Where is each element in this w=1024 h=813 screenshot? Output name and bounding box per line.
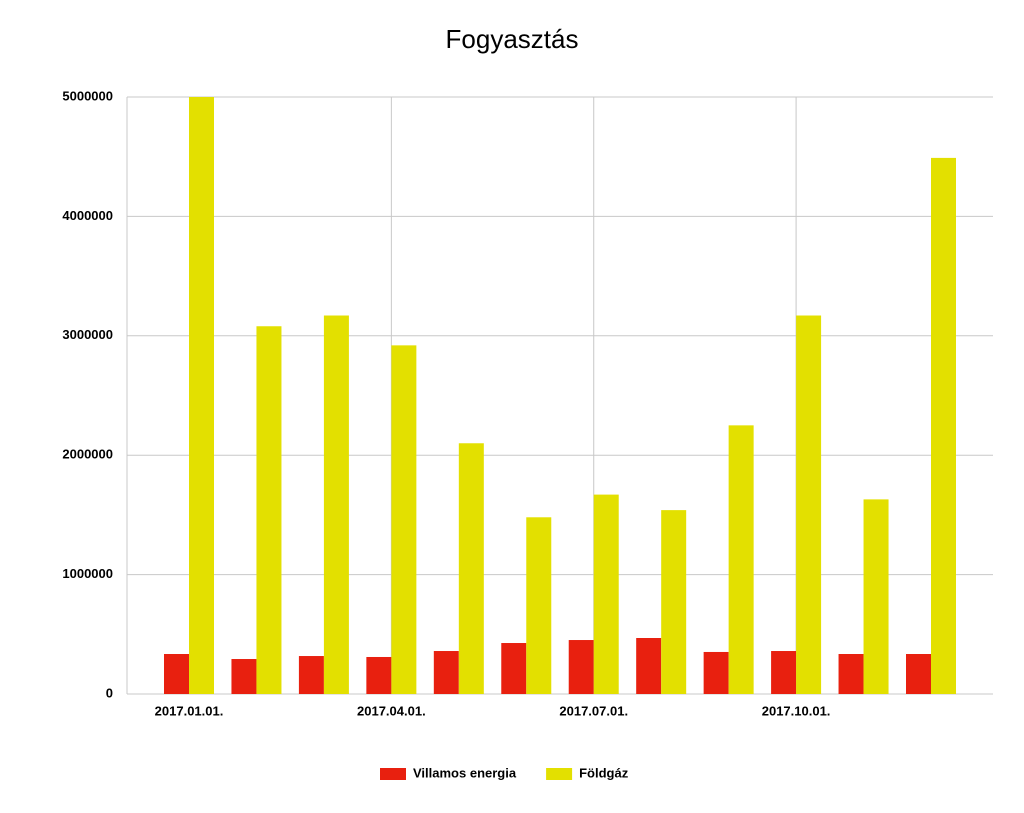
bar	[501, 643, 527, 694]
y-tick-label: 2000000	[62, 447, 113, 462]
y-tick-label: 1000000	[62, 566, 113, 581]
y-tick-label: 4000000	[62, 208, 113, 223]
bar	[593, 494, 619, 694]
bar	[164, 654, 189, 694]
bar	[458, 443, 484, 694]
bar	[796, 315, 822, 694]
legend-label: Földgáz	[579, 765, 629, 780]
bar	[189, 97, 214, 694]
bar	[863, 499, 889, 694]
bar	[703, 651, 729, 694]
x-tick-label: 2017.01.01.	[155, 703, 224, 718]
bar	[636, 638, 662, 694]
y-tick-label: 3000000	[62, 327, 113, 342]
bar	[526, 517, 552, 694]
chart-title: Fogyasztás	[446, 24, 579, 54]
x-tick-label: 2017.04.01.	[357, 703, 426, 718]
bar	[366, 656, 392, 694]
bar	[323, 315, 349, 694]
bar	[771, 651, 797, 694]
bar	[391, 345, 417, 694]
bar	[231, 659, 257, 694]
bar	[838, 654, 864, 694]
legend-label: Villamos energia	[413, 765, 517, 780]
bar	[661, 510, 687, 694]
bar	[433, 651, 459, 694]
legend-swatch	[546, 768, 573, 780]
bar	[256, 326, 282, 694]
bar	[906, 654, 931, 694]
bar	[568, 640, 594, 694]
legend-swatch	[380, 768, 406, 780]
y-tick-label: 0	[106, 685, 113, 700]
bar	[931, 157, 956, 695]
x-tick-label: 2017.10.01.	[762, 703, 831, 718]
y-tick-label: 5000000	[62, 88, 113, 103]
x-tick-label: 2017.07.01.	[559, 703, 628, 718]
bar	[728, 425, 754, 694]
bar	[298, 656, 324, 694]
